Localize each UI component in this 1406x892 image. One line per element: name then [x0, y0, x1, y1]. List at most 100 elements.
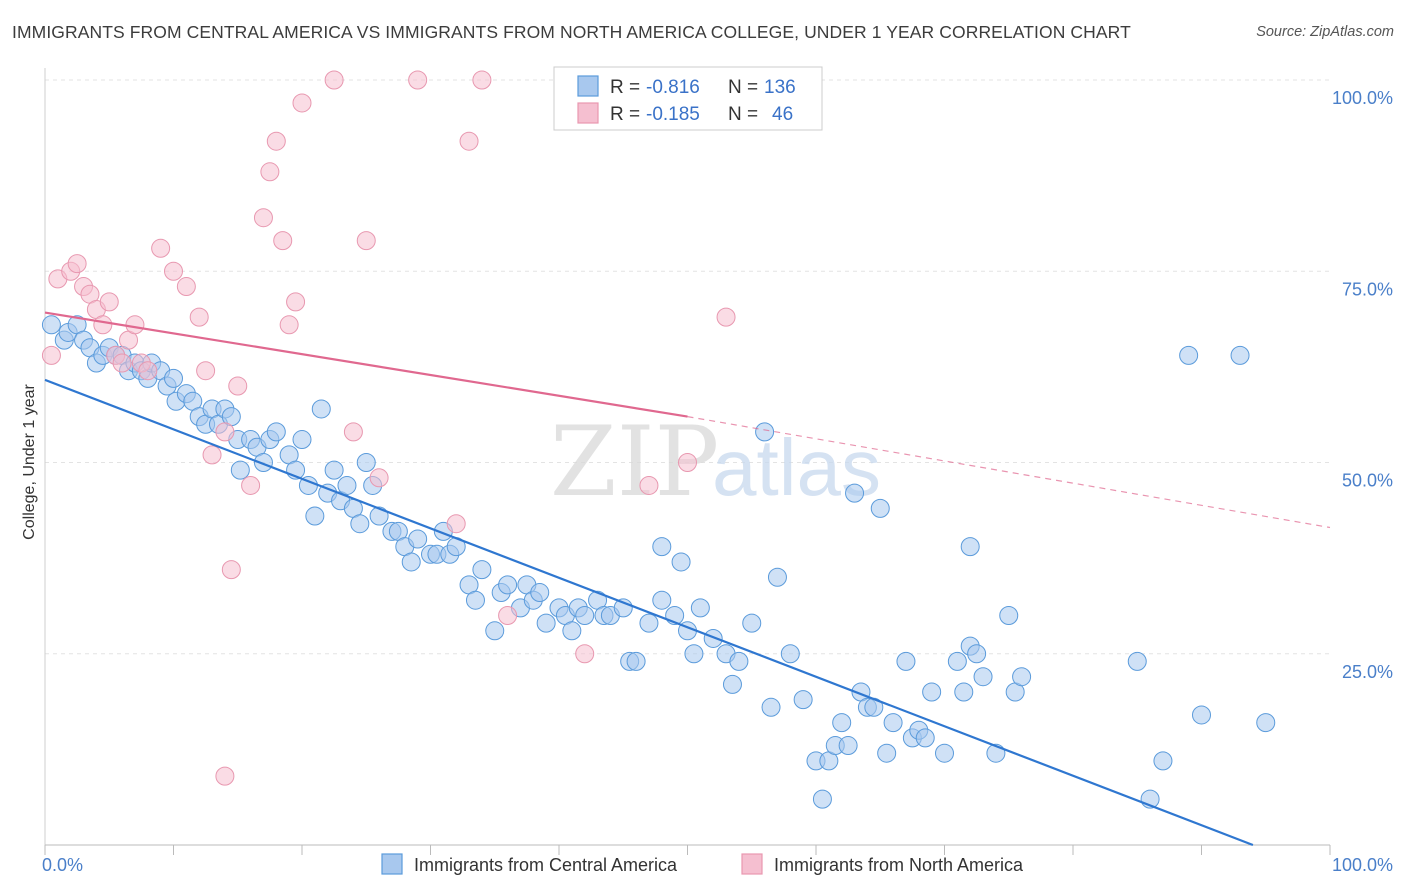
- data-point: [485, 621, 505, 641]
- data-point: [266, 422, 286, 442]
- stats-box-frame: [553, 66, 823, 131]
- data-point: [1192, 705, 1211, 725]
- data-point: [221, 560, 241, 580]
- data-point: [832, 713, 852, 733]
- x-tick-label: 0.0%: [42, 855, 83, 875]
- data-point: [241, 475, 261, 495]
- data-point: [292, 430, 312, 450]
- data-point: [639, 475, 659, 495]
- data-point: [305, 506, 325, 526]
- data-point: [755, 422, 775, 442]
- data-point: [1179, 345, 1199, 365]
- data-point: [716, 307, 736, 327]
- data-point: [684, 644, 704, 664]
- stats-r-value-central: -0.816: [646, 77, 700, 98]
- data-point: [973, 667, 993, 687]
- data-point: [536, 613, 556, 633]
- data-point: [915, 728, 935, 748]
- data-point: [1127, 651, 1147, 671]
- data-point: [472, 560, 492, 580]
- data-point: [446, 514, 466, 534]
- data-point: [967, 644, 987, 664]
- data-point: [742, 613, 762, 633]
- stats-n-label-north: N =: [728, 104, 758, 125]
- stats-n-value-north: 46: [772, 104, 793, 125]
- data-point: [369, 506, 389, 526]
- y-tick-label: 75.0%: [1342, 279, 1393, 299]
- data-point: [215, 766, 235, 786]
- data-point: [138, 361, 158, 381]
- stats-r-label-north: R =: [610, 104, 640, 125]
- data-point: [954, 682, 974, 702]
- data-point: [883, 713, 903, 733]
- data-point: [498, 575, 518, 595]
- stats-box: R = -0.816 N = 136 R = -0.185 N = 46: [553, 66, 823, 131]
- legend-label-central-america: Immigrants from Central America: [414, 855, 678, 875]
- data-point: [253, 208, 273, 228]
- legend-item-central-america[interactable]: Immigrants from Central America: [381, 853, 678, 875]
- x-tick-label: 100.0%: [1332, 855, 1393, 875]
- data-point: [678, 453, 697, 472]
- data-point: [575, 644, 595, 664]
- data-point: [1153, 751, 1173, 771]
- data-point: [311, 399, 331, 419]
- data-point: [877, 743, 897, 763]
- data-point: [575, 606, 595, 625]
- data-point: [935, 743, 954, 763]
- data-point: [286, 292, 306, 312]
- data-point: [99, 292, 119, 312]
- series-1: [41, 70, 736, 786]
- data-point: [671, 552, 691, 572]
- y-tick-label: 50.0%: [1342, 471, 1393, 491]
- data-point: [626, 651, 646, 671]
- y-tick-label: 100.0%: [1332, 88, 1393, 108]
- data-point: [253, 453, 273, 472]
- data-point: [498, 606, 518, 625]
- axes: 25.0% 50.0% 75.0% 100.0% 0.0% 100.0%: [42, 68, 1393, 875]
- data-point: [202, 445, 222, 465]
- data-point: [896, 651, 916, 671]
- data-point: [530, 583, 550, 603]
- trend-lines: [44, 311, 1331, 847]
- data-point: [273, 231, 293, 251]
- data-point: [703, 628, 723, 648]
- data-point: [761, 697, 781, 717]
- data-point: [151, 238, 171, 258]
- data-point: [793, 690, 813, 710]
- trend-line-1: [44, 311, 688, 418]
- data-point: [350, 514, 370, 534]
- data-point: [41, 315, 61, 335]
- data-point: [459, 131, 479, 151]
- data-point: [960, 537, 980, 557]
- data-point: [369, 468, 389, 488]
- data-point: [1230, 345, 1250, 365]
- data-point: [324, 460, 344, 480]
- data-point: [189, 307, 209, 327]
- data-point: [1256, 713, 1276, 733]
- legend: Immigrants from Central America Immigran…: [381, 853, 1024, 875]
- data-point: [729, 651, 749, 671]
- data-point: [260, 162, 280, 182]
- data-point: [562, 621, 582, 641]
- y-axis-title: College, Under 1 year: [21, 384, 38, 540]
- data-point: [164, 261, 183, 281]
- stats-n-value-central: 136: [764, 77, 796, 98]
- stats-r-value-north: -0.185: [646, 104, 700, 125]
- y-tick-label: 25.0%: [1342, 662, 1393, 682]
- data-point: [337, 475, 357, 495]
- data-point: [652, 590, 672, 610]
- data-point: [767, 567, 787, 587]
- data-point: [999, 606, 1019, 625]
- data-point: [947, 651, 967, 671]
- legend-swatch-central-america: [381, 853, 403, 875]
- legend-item-north-america[interactable]: Immigrants from North America: [741, 853, 1024, 875]
- trend-line-extension-1: [687, 416, 1331, 529]
- data-point: [176, 277, 196, 297]
- data-point: [1012, 667, 1032, 687]
- chart-title: IMMIGRANTS FROM CENTRAL AMERICA VS IMMIG…: [12, 22, 1131, 42]
- watermark: ZIP atlas: [550, 406, 881, 518]
- chart-source: Source: ZipAtlas.com: [1256, 24, 1394, 40]
- data-point: [812, 789, 832, 809]
- data-point: [780, 644, 800, 664]
